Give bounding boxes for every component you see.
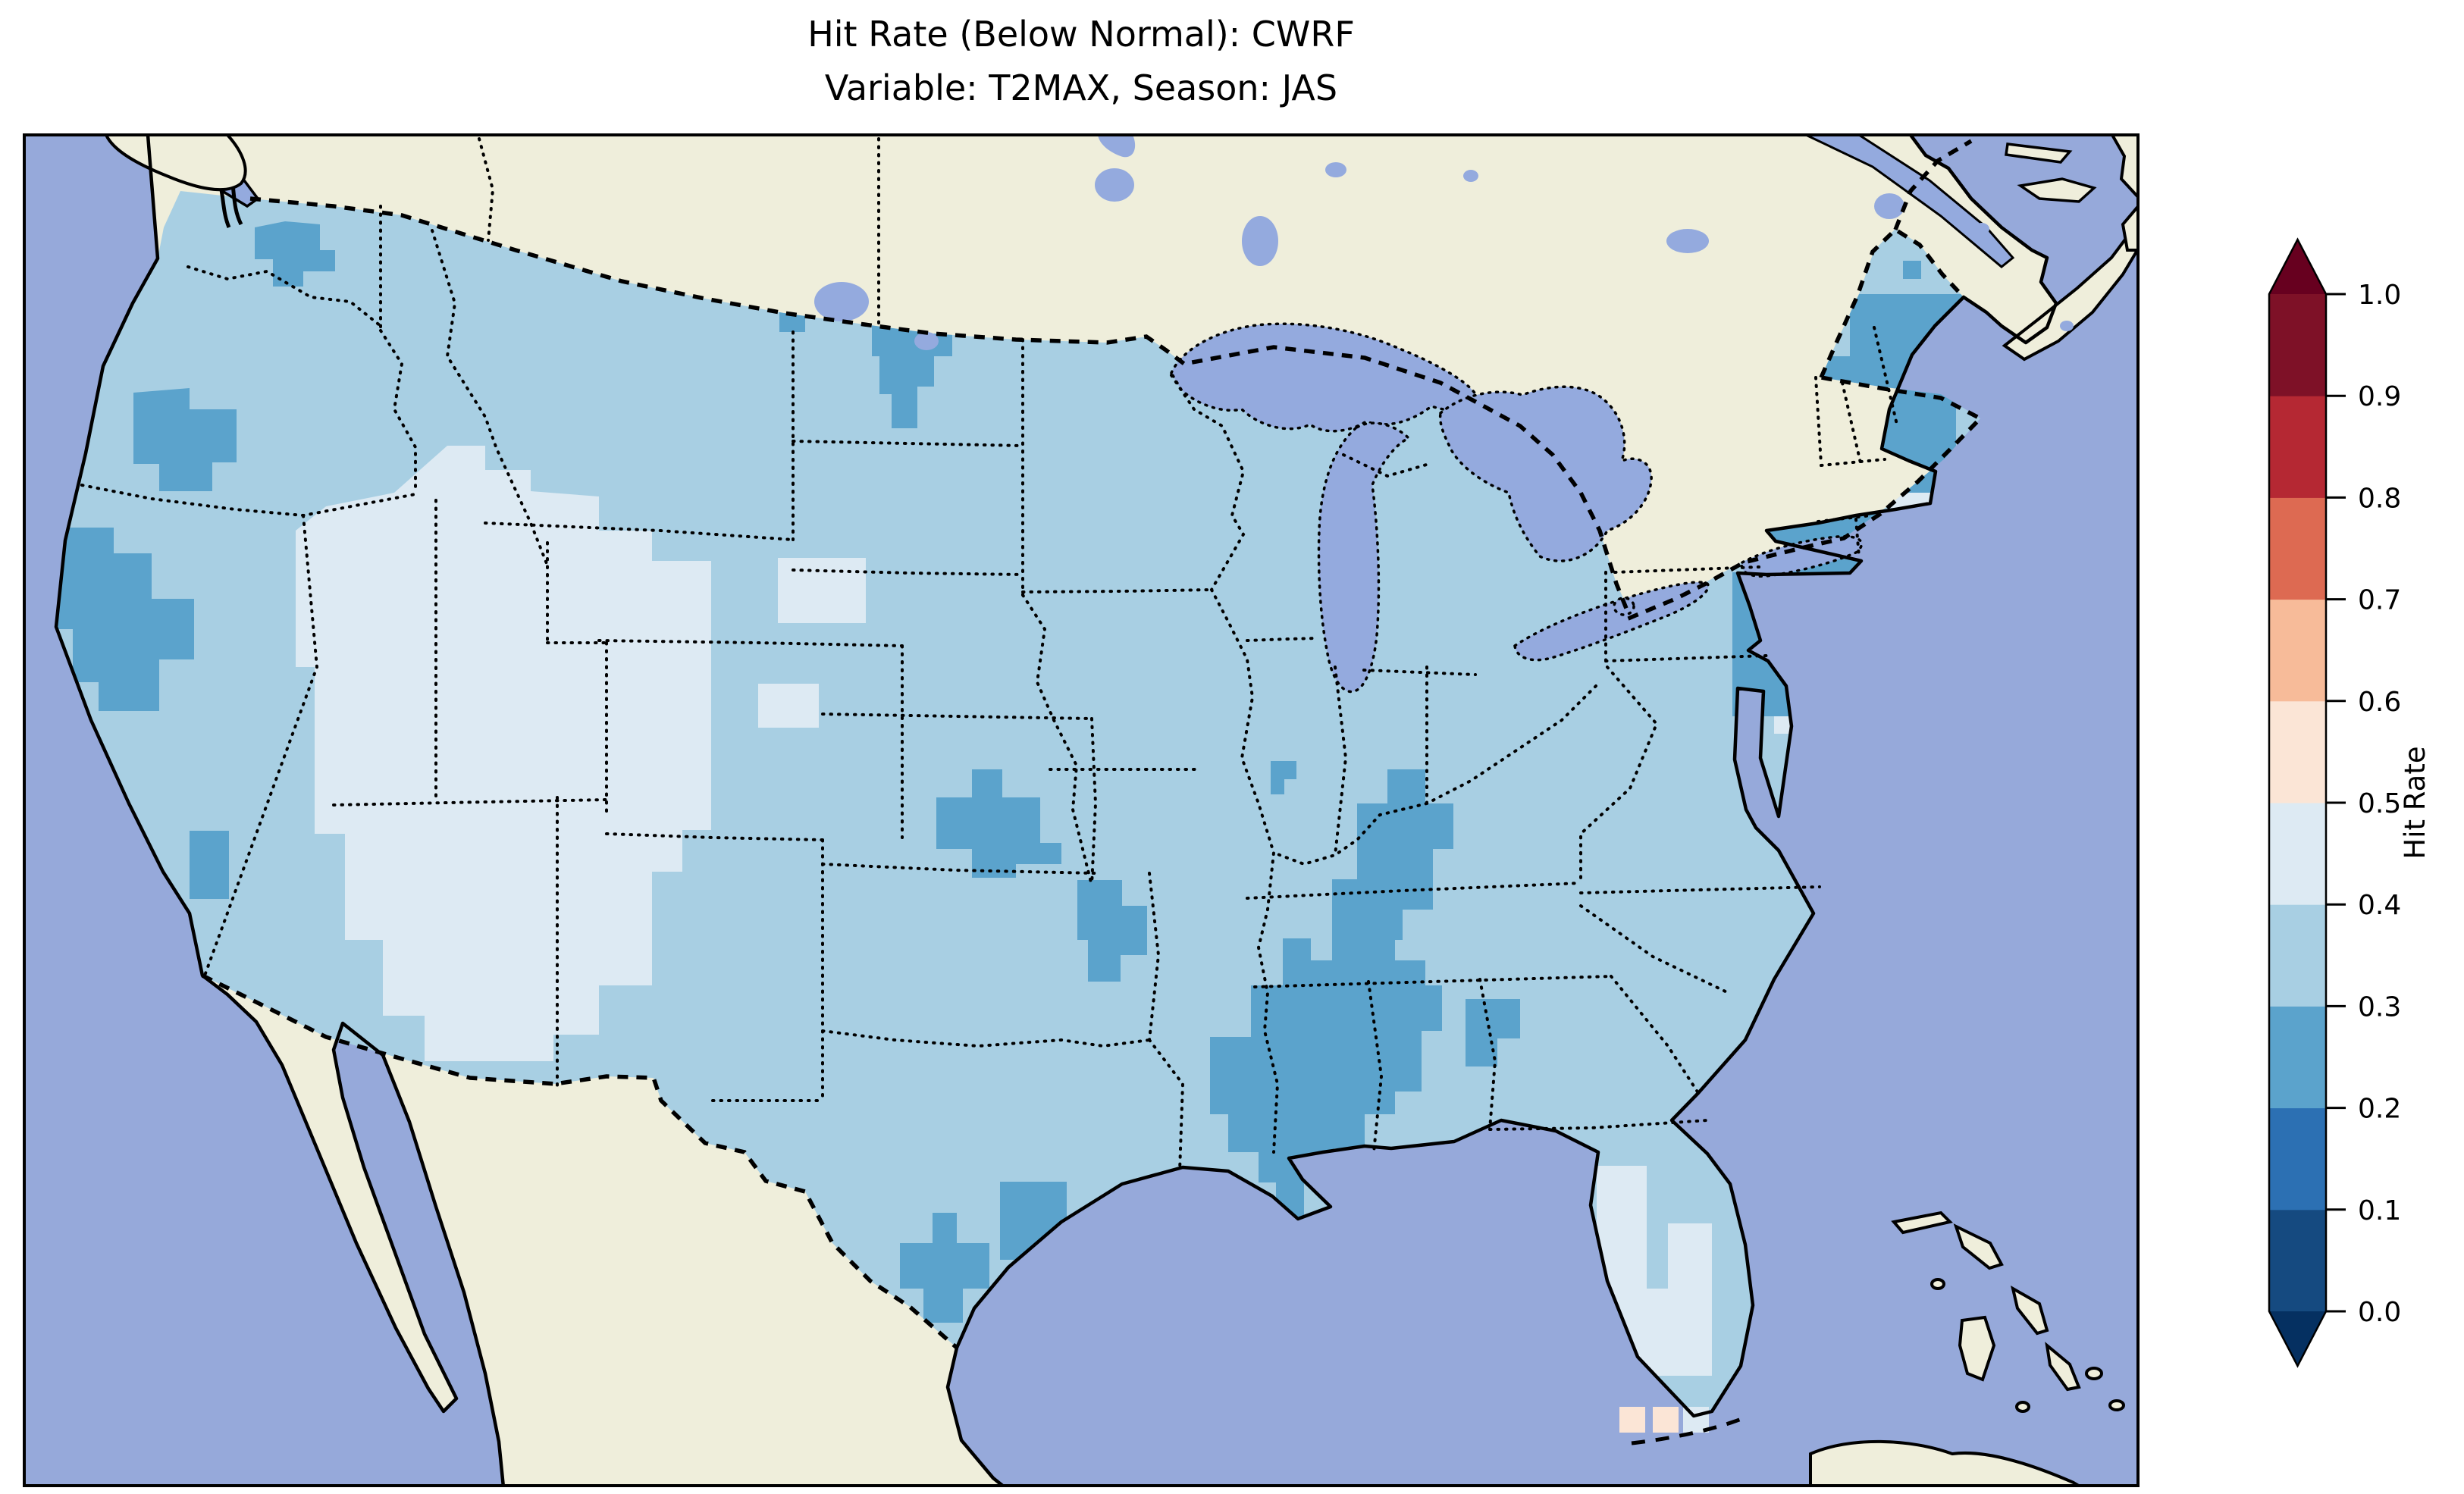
lake-winnipeg: [1098, 135, 1136, 158]
long-island-bahamas: [2045, 1342, 2081, 1392]
patch-pale-florida-inner: [1668, 1223, 1712, 1292]
lake-nipigon: [1242, 216, 1278, 266]
lake-canada-1: [1095, 168, 1134, 202]
newfoundland-corner: [2110, 135, 2138, 199]
st-lawrence-river: [1805, 135, 2015, 268]
lake-nova-scotia: [2060, 321, 2074, 331]
colorbar-tick-label-0.4: 0.4: [2358, 890, 2401, 921]
patch-dark-texas-coast-south: [900, 1213, 989, 1323]
canada-lakes: [814, 135, 2074, 350]
state-borders: [80, 137, 1898, 1173]
colorbar-tick-label-0.7: 0.7: [2358, 585, 2401, 616]
patch-dark-central-oregon: [133, 388, 237, 491]
colorbar-tick-label-0.9: 0.9: [2358, 381, 2401, 412]
patch-pale-colorado-east: [758, 684, 819, 728]
colorbar-tick-label-0.1: 0.1: [2358, 1195, 2401, 1226]
patch-dark-deep-south: [1210, 940, 1442, 1228]
lake-canada-4: [1874, 193, 1904, 219]
title-line-1: Hit Rate (Below Normal): CWRF: [807, 14, 1355, 55]
lake-erie: [1513, 581, 1710, 662]
florida-keys-arc: [1631, 1415, 1746, 1445]
rainy-lake: [914, 332, 939, 350]
colorbar-bin-0.0-0.1: [2269, 1209, 2326, 1312]
lake-canada-6: [1974, 223, 1989, 235]
bahamas-cay-2: [2108, 1399, 2125, 1411]
lake-huron: [1438, 385, 1653, 562]
cape-breton-island: [2121, 204, 2138, 252]
map-frame: [23, 133, 2140, 1487]
nova-scotia: [2002, 225, 2138, 362]
title-line-2: Variable: T2MAX, Season: JAS: [824, 67, 1338, 109]
international-borders: [201, 139, 1984, 1350]
lake-canada-3: [1666, 229, 1709, 253]
colorbar-bin-0.4-0.5: [2269, 803, 2326, 905]
abaco-island: [1953, 1223, 2004, 1270]
patch-pale-great-basin: [296, 446, 711, 1061]
map-figure: [24, 135, 2138, 1486]
patch-dark-west-georgia: [1466, 999, 1520, 1066]
figure-title: Hit Rate (Below Normal): CWRF Variable: …: [23, 8, 2140, 116]
patch-dark-central-kansas: [936, 769, 1061, 878]
bahamas-cay-3: [2015, 1401, 2030, 1413]
colorbar-tick-label-0.6: 0.6: [2358, 687, 2401, 718]
lake-of-the-woods: [814, 282, 869, 321]
keys-cell-pink-2: [1653, 1407, 1679, 1433]
colorbar-tick-label-0.8: 0.8: [2358, 483, 2401, 514]
colorbar-bin-0.3-0.4: [2269, 904, 2326, 1007]
caribbean-islands: [1809, 1211, 2125, 1486]
patch-dark-south-nevada: [190, 831, 229, 899]
colorbar-bin-0.9-1.0: [2269, 294, 2326, 396]
colorbar-bin-0.5-0.6: [2269, 700, 2326, 803]
colorbar-bin-0.1-0.2: [2269, 1107, 2326, 1211]
colorbar-tick-label-1.0: 1.0: [2358, 280, 2401, 311]
colorbar-tick-label-0.0: 0.0: [2358, 1297, 2401, 1328]
cuba: [1809, 1439, 2082, 1486]
patch-pale-florida-south: [1647, 1289, 1712, 1376]
florida-keys-cells: [1619, 1407, 1709, 1433]
lake-canada-5: [1463, 170, 1478, 182]
coastline: [54, 135, 2058, 1486]
patch-pale-south-dakota: [778, 558, 866, 623]
colorbar-tick-label-0.3: 0.3: [2358, 991, 2401, 1023]
patch-dark-missouri-arkansas: [1077, 880, 1147, 982]
prince-edward-island: [2017, 177, 2097, 203]
patch-dark-east-washington: [255, 221, 335, 287]
patch-dark-maine-cell: [1903, 261, 1921, 279]
lake-canada-2: [1325, 162, 1346, 177]
patch-dark-central-illinois: [1271, 761, 1296, 794]
colorbar-tick-label-0.2: 0.2: [2358, 1094, 2401, 1125]
colorbar-bin-0.6-0.7: [2269, 599, 2326, 702]
anticosti-island: [2005, 143, 2073, 164]
colorbar-tick-label-0.5: 0.5: [2358, 788, 2401, 819]
colorbar: 1.0 0.9 0.8 0.7 0.6 0.5 0.4 0.3 0.2 0.1 0.0 Hit Rat…: [2268, 237, 2431, 1368]
andros-island: [1958, 1315, 1996, 1382]
lake-michigan: [1317, 421, 1411, 694]
keys-cell-pink-1: [1619, 1407, 1645, 1433]
colorbar-axis-label: Hit Rate: [2399, 746, 2431, 859]
patch-dark-nd-mn-border: [872, 324, 952, 428]
patch-dark-kentucky-tennessee: [1332, 769, 1453, 960]
eleuthera-island: [2011, 1285, 2049, 1336]
bahamas-cay-4: [1930, 1278, 1945, 1290]
vancouver-island: [104, 135, 247, 192]
colorbar-bin-0.7-0.8: [2269, 497, 2326, 600]
colorbar-over-arrow: [2269, 240, 2326, 294]
patch-dark-north-california-coast: [58, 528, 194, 711]
colorbar-under-arrow: [2269, 1311, 2326, 1366]
grand-bahama: [1891, 1211, 1953, 1235]
colorbar-bin-0.8-0.9: [2269, 396, 2326, 498]
colorbar-bin-0.2-0.3: [2269, 1006, 2326, 1109]
bahamas-cay-1: [2085, 1367, 2103, 1380]
